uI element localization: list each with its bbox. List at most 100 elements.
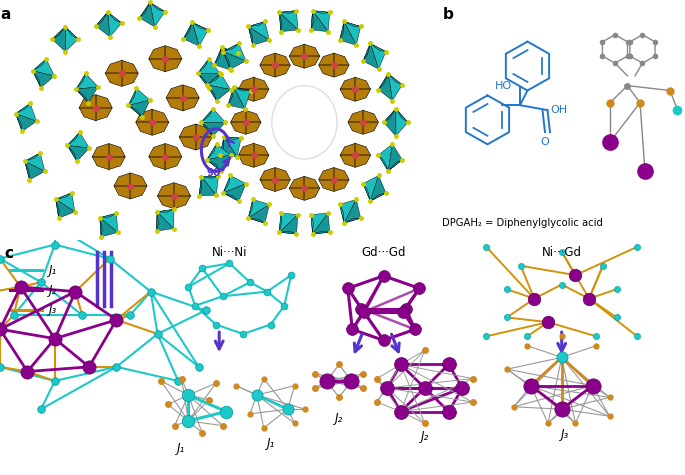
Polygon shape [201, 123, 213, 136]
Polygon shape [65, 27, 78, 39]
Polygon shape [140, 2, 155, 27]
Polygon shape [289, 44, 320, 68]
Polygon shape [279, 10, 297, 13]
Polygon shape [319, 53, 349, 77]
Polygon shape [192, 22, 208, 30]
Text: DPGAH₂ = Diphenylglycolic acid: DPGAH₂ = Diphenylglycolic acid [442, 218, 603, 228]
Polygon shape [378, 144, 393, 171]
Polygon shape [199, 177, 216, 196]
Polygon shape [371, 175, 386, 201]
Polygon shape [223, 184, 246, 201]
Polygon shape [222, 48, 238, 53]
Polygon shape [363, 175, 379, 201]
Polygon shape [207, 144, 216, 160]
Polygon shape [105, 60, 138, 86]
Polygon shape [52, 27, 65, 52]
Polygon shape [222, 48, 238, 70]
Polygon shape [214, 48, 231, 70]
Polygon shape [248, 200, 269, 218]
Polygon shape [396, 109, 408, 136]
Polygon shape [67, 132, 79, 145]
Polygon shape [279, 12, 282, 32]
Polygon shape [312, 213, 329, 234]
Polygon shape [201, 109, 213, 123]
Polygon shape [248, 21, 265, 27]
Polygon shape [128, 88, 150, 105]
Polygon shape [340, 21, 344, 40]
Polygon shape [223, 175, 230, 193]
Polygon shape [223, 43, 246, 61]
Polygon shape [220, 137, 237, 157]
Polygon shape [199, 177, 201, 196]
Text: Ni···Gd: Ni···Gd [542, 246, 582, 258]
Polygon shape [248, 27, 253, 45]
Polygon shape [312, 10, 329, 32]
Polygon shape [224, 137, 241, 140]
Polygon shape [198, 73, 220, 88]
Polygon shape [128, 105, 142, 117]
Polygon shape [348, 110, 378, 134]
Polygon shape [198, 59, 220, 73]
Polygon shape [150, 2, 165, 11]
Polygon shape [157, 209, 174, 212]
Polygon shape [363, 43, 371, 61]
Polygon shape [260, 168, 290, 191]
Polygon shape [100, 218, 102, 237]
Polygon shape [33, 59, 54, 76]
Polygon shape [371, 43, 386, 69]
Polygon shape [340, 143, 371, 167]
Polygon shape [234, 87, 251, 91]
Polygon shape [158, 183, 190, 209]
Polygon shape [388, 144, 402, 171]
Polygon shape [33, 71, 54, 88]
Text: Gd···Gd: Gd···Gd [362, 246, 406, 258]
Polygon shape [96, 12, 108, 26]
Polygon shape [207, 74, 221, 85]
Polygon shape [289, 176, 320, 200]
Polygon shape [166, 85, 199, 111]
Polygon shape [207, 144, 231, 160]
Polygon shape [184, 22, 199, 46]
Polygon shape [16, 114, 22, 132]
Polygon shape [157, 209, 174, 228]
Text: Ni···Ni: Ni···Ni [212, 246, 247, 258]
Text: J₃: J₃ [49, 304, 58, 316]
Polygon shape [96, 12, 110, 37]
Polygon shape [223, 52, 246, 69]
Polygon shape [279, 231, 297, 234]
Polygon shape [179, 124, 212, 150]
Polygon shape [311, 10, 328, 32]
Polygon shape [149, 143, 182, 170]
Polygon shape [396, 109, 408, 123]
Polygon shape [25, 153, 45, 171]
Polygon shape [388, 74, 402, 101]
Polygon shape [319, 168, 349, 191]
Text: J₂: J₂ [335, 411, 343, 425]
Polygon shape [136, 109, 169, 135]
Polygon shape [100, 213, 118, 232]
Polygon shape [33, 71, 41, 88]
Polygon shape [67, 132, 89, 148]
Polygon shape [207, 85, 216, 101]
Circle shape [272, 86, 337, 159]
Polygon shape [384, 109, 396, 136]
Polygon shape [198, 59, 209, 73]
Polygon shape [224, 137, 241, 157]
Polygon shape [248, 218, 265, 223]
Polygon shape [388, 160, 402, 171]
Text: OH: OH [550, 105, 567, 115]
Polygon shape [279, 213, 282, 232]
Polygon shape [150, 2, 165, 27]
Polygon shape [100, 213, 116, 218]
Polygon shape [76, 74, 86, 89]
Polygon shape [114, 173, 147, 199]
Polygon shape [378, 74, 388, 90]
Polygon shape [55, 199, 59, 218]
Polygon shape [312, 231, 329, 234]
Polygon shape [76, 89, 88, 103]
Polygon shape [33, 59, 46, 71]
Polygon shape [55, 193, 75, 212]
Polygon shape [201, 176, 219, 178]
Polygon shape [223, 193, 238, 201]
Polygon shape [340, 77, 371, 101]
